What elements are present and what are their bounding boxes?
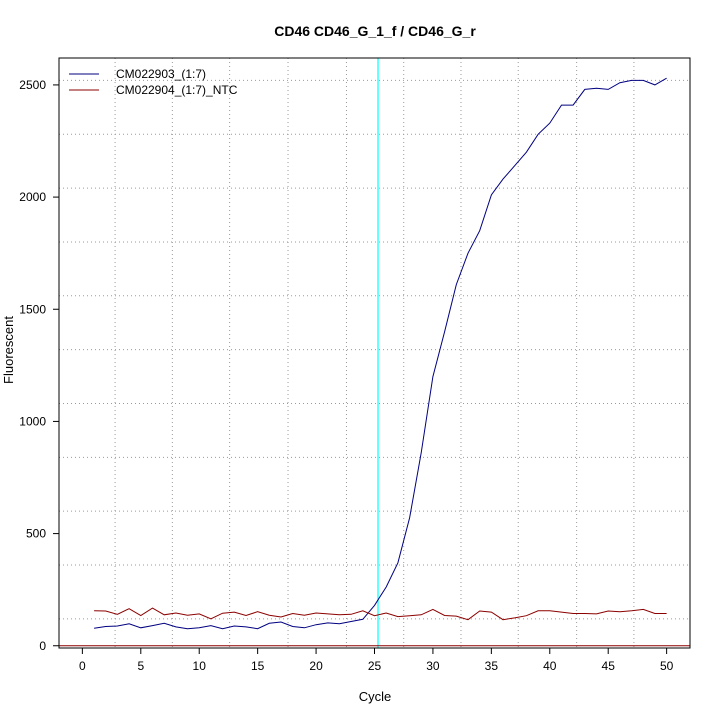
series-line-1: [94, 77, 667, 630]
series-line-2: [94, 607, 667, 621]
x-tick-label: 50: [660, 659, 674, 673]
y-tick-label: 500: [26, 527, 46, 541]
y-tick-label: 2500: [19, 78, 46, 92]
chart-title: CD46 CD46_G_1_f / CD46_G_r: [274, 23, 476, 39]
y-tick-label: 1500: [19, 302, 46, 316]
plot-frame: [58, 57, 691, 649]
y-tick-label: 2000: [19, 190, 46, 204]
y-tick-label: 1000: [19, 414, 46, 428]
series-group: [94, 77, 667, 630]
x-tick-label: 35: [485, 659, 499, 673]
x-tick-label: 25: [368, 659, 382, 673]
x-tick-label: 45: [602, 659, 616, 673]
legend-entry-2: CM022904_(1:7)_NTC: [116, 83, 238, 97]
x-tick-label: 30: [426, 659, 440, 673]
y-axis: 0 500 1000 1500 2000 2500: [19, 78, 60, 653]
x-tick-label: 10: [193, 659, 207, 673]
grid: [59, 58, 690, 648]
y-axis-label: Fluorescent: [1, 316, 16, 384]
y-tick-label: 0: [39, 639, 46, 653]
x-tick-label: 20: [309, 659, 323, 673]
x-tick-label: 5: [137, 659, 144, 673]
legend: CM022903_(1:7) CM022904_(1:7)_NTC: [69, 67, 238, 97]
x-tick-label: 0: [79, 659, 86, 673]
reference-lines: [59, 58, 690, 648]
legend-entry-1: CM022903_(1:7): [116, 67, 206, 81]
x-tick-label: 40: [543, 659, 557, 673]
x-axis: 0 5 10 15 20 25 30 35 40 45 50: [79, 647, 674, 673]
x-tick-label: 15: [251, 659, 265, 673]
x-axis-label: Cycle: [359, 689, 392, 704]
